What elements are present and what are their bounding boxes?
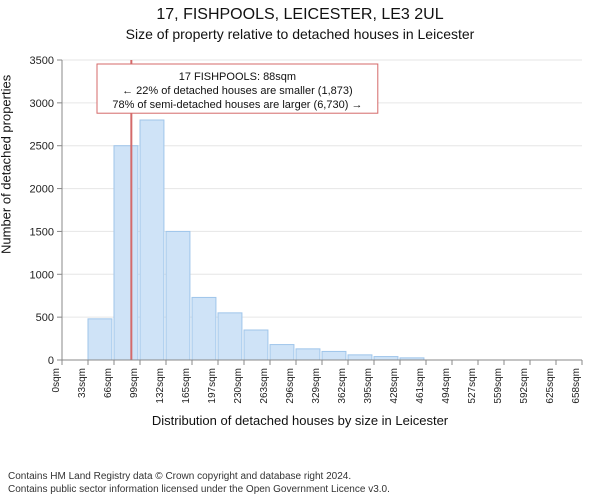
x-tick-label: 592sqm: [519, 368, 530, 404]
x-tick-label: 494sqm: [441, 368, 452, 404]
page-title: 17, FISHPOOLS, LEICESTER, LE3 2UL: [0, 6, 600, 24]
histogram-bar: [348, 355, 372, 360]
footer-attribution: Contains HM Land Registry data © Crown c…: [8, 471, 390, 496]
x-tick-label: 461sqm: [415, 368, 426, 404]
histogram-bar: [88, 319, 112, 360]
histogram-bar: [218, 313, 242, 360]
histogram-bar: [374, 357, 398, 360]
x-tick-label: 658sqm: [571, 368, 582, 404]
x-tick-label: 132sqm: [155, 368, 166, 404]
x-tick-label: 263sqm: [259, 368, 270, 404]
footer-line-2: Contains public sector information licen…: [8, 484, 390, 497]
y-tick-label: 3000: [30, 98, 54, 110]
annotation-line: 78% of semi-detached houses are larger (…: [112, 99, 362, 111]
histogram-bar: [140, 120, 164, 360]
y-tick-label: 3500: [30, 55, 54, 67]
y-tick-label: 500: [36, 312, 54, 324]
histogram-bar: [192, 297, 216, 360]
x-tick-label: 428sqm: [389, 368, 400, 404]
x-tick-label: 395sqm: [363, 368, 374, 404]
x-tick-label: 197sqm: [207, 368, 218, 404]
y-tick-label: 2500: [30, 141, 54, 153]
x-tick-label: 559sqm: [493, 368, 504, 404]
histogram-bar: [296, 349, 320, 360]
annotation-line: ← 22% of detached houses are smaller (1,…: [122, 85, 353, 97]
x-tick-label: 0sqm: [51, 368, 62, 392]
histogram-svg: 0 500 1000 1500 2000 2500 3000 3500 0sqm 33sqm 66s…: [0, 44, 600, 434]
page-subtitle: Size of property relative to detached ho…: [0, 26, 600, 42]
x-tick-label: 296sqm: [285, 368, 296, 404]
histogram-bar: [244, 330, 268, 360]
y-tick-label: 0: [48, 355, 54, 367]
x-tick-label: 527sqm: [467, 368, 478, 404]
histogram-bar: [114, 146, 138, 360]
x-tick-label: 362sqm: [337, 368, 348, 404]
x-axis-label: Distribution of detached houses by size …: [0, 413, 600, 428]
annotation-line: 17 FISHPOOLS: 88sqm: [179, 71, 296, 83]
x-tick-label: 165sqm: [181, 368, 192, 404]
footer-line-1: Contains HM Land Registry data © Crown c…: [8, 471, 390, 484]
chart-area: Number of detached properties 0500100015…: [0, 44, 600, 434]
y-tick-label: 1000: [30, 269, 54, 281]
x-tick-label: 625sqm: [545, 368, 556, 404]
x-tick-label: 329sqm: [311, 368, 322, 404]
histogram-bar: [166, 231, 190, 360]
x-tick-label: 230sqm: [233, 368, 244, 404]
x-tick-label: 33sqm: [77, 368, 88, 398]
histogram-bar: [322, 351, 346, 360]
y-tick-label: 1500: [30, 226, 54, 238]
histogram-bar: [270, 345, 294, 360]
x-tick-label: 99sqm: [129, 368, 140, 398]
y-tick-label: 2000: [30, 184, 54, 196]
x-tick-label: 66sqm: [103, 368, 114, 398]
